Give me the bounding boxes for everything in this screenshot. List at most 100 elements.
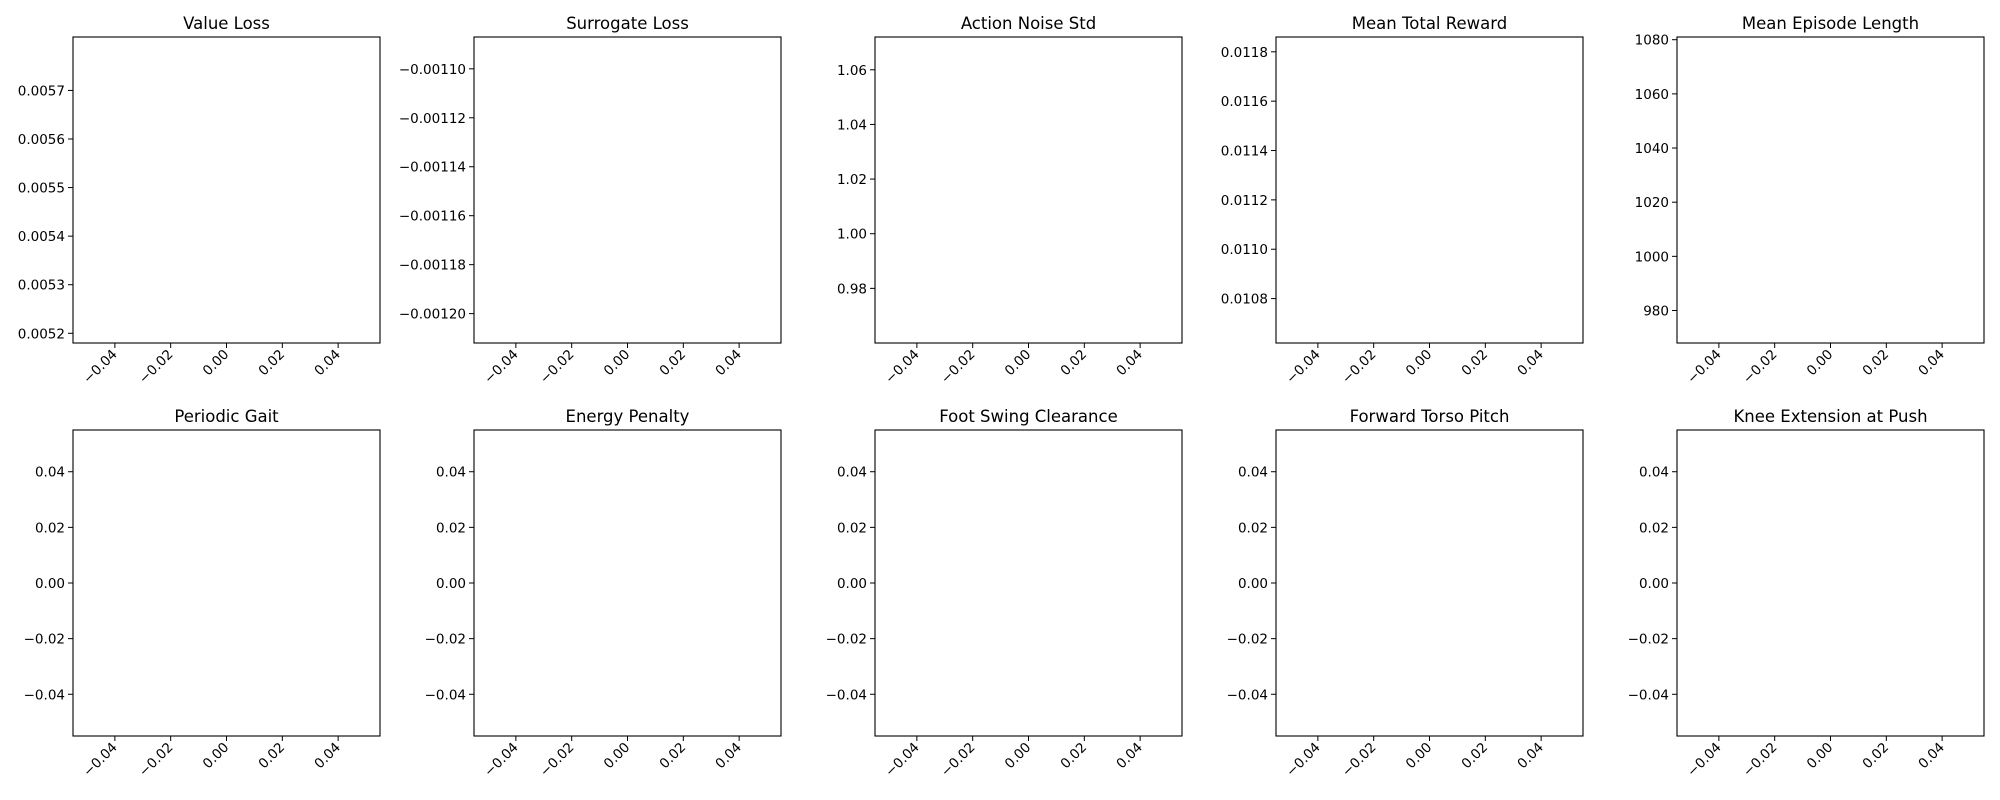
y-tick-label: 0.04 xyxy=(35,465,65,481)
x-tick-label: 0.04 xyxy=(1514,347,1547,380)
y-tick-label: 1020 xyxy=(1635,195,1669,211)
subplot-title: Knee Extension at Push xyxy=(1733,407,1927,426)
x-tick-label: −0.04 xyxy=(481,347,522,388)
subplot-1: Value Loss −0.04 −0.02 0.00 0.02 0.04 0.0052 0.… xyxy=(18,14,381,388)
y-tick-label: 0.04 xyxy=(1639,465,1669,481)
subplot-title: Periodic Gait xyxy=(174,407,279,426)
y-tick-label: −0.00118 xyxy=(399,258,466,274)
y-tick-label: 1040 xyxy=(1635,141,1669,157)
y-tick-label: 0.02 xyxy=(35,520,65,536)
subplot-3: Action Noise Std −0.04 −0.02 0.00 0.02 0.04 0.… xyxy=(837,14,1183,388)
subplot-title: Mean Episode Length xyxy=(1742,14,1919,33)
subplot-title: Action Noise Std xyxy=(961,14,1096,33)
y-tick-label: 0.0114 xyxy=(1221,144,1268,160)
x-tick-label: −0.02 xyxy=(938,347,979,388)
x-tick-label: −0.02 xyxy=(537,740,578,781)
x-tick-label: 0.04 xyxy=(311,740,344,773)
x-tick-label: 0.02 xyxy=(657,347,690,380)
y-tick-label: 980 xyxy=(1643,304,1669,320)
subplot-9: Forward Torso Pitch −0.04 −0.02 0.00 0.02 0.0… xyxy=(1227,407,1584,781)
subplot-4: Mean Total Reward −0.04 −0.02 0.00 0.02 0.04 0… xyxy=(1221,14,1584,388)
y-tick-label: 1080 xyxy=(1635,33,1669,49)
x-tick-label: 0.04 xyxy=(1113,740,1146,773)
subplot-title: Foot Swing Clearance xyxy=(939,407,1117,426)
x-tick-label: 0.02 xyxy=(1459,740,1492,773)
y-tick-label: −0.02 xyxy=(425,632,466,648)
x-tick-label: 0.02 xyxy=(1459,347,1492,380)
y-tick-label: −0.02 xyxy=(826,632,867,648)
y-tick-label: 0.0110 xyxy=(1221,242,1268,258)
plot-frame xyxy=(72,429,381,737)
y-tick-label: 0.00 xyxy=(35,576,65,592)
x-tick-label: −0.04 xyxy=(1283,347,1324,388)
x-tick-label: 0.00 xyxy=(1002,347,1035,380)
y-tick-label: 1.04 xyxy=(837,117,867,133)
subplot-8: Foot Swing Clearance −0.04 −0.02 0.00 0.02 0.… xyxy=(826,407,1183,781)
subplot-7: Energy Penalty −0.04 −0.02 0.00 0.02 0.04 0.04… xyxy=(425,407,782,781)
plot-frame xyxy=(1275,36,1584,344)
y-tick-label: 0.04 xyxy=(436,465,466,481)
y-tick-label: −0.04 xyxy=(425,687,466,703)
subplot-5: Mean Episode Length −0.04 −0.02 0.00 0.02 0.0… xyxy=(1635,14,1985,388)
plot-frame xyxy=(1676,36,1985,344)
y-tick-label: 0.0057 xyxy=(18,83,65,99)
subplot-title: Value Loss xyxy=(183,14,270,33)
y-tick-label: 0.0056 xyxy=(18,132,65,148)
x-tick-label: 0.00 xyxy=(200,740,233,773)
plot-frame xyxy=(473,429,782,737)
x-tick-label: −0.02 xyxy=(938,740,979,781)
x-tick-label: 0.02 xyxy=(1058,347,1091,380)
x-tick-label: 0.00 xyxy=(1804,347,1837,380)
x-tick-label: 0.04 xyxy=(1915,740,1948,773)
plot-frame xyxy=(72,36,381,344)
y-tick-label: 0.02 xyxy=(837,520,867,536)
x-tick-label: −0.02 xyxy=(136,347,177,388)
y-tick-label: 1000 xyxy=(1635,249,1669,265)
y-tick-label: 0.02 xyxy=(1639,520,1669,536)
x-tick-label: 0.02 xyxy=(1860,347,1893,380)
y-tick-label: −0.02 xyxy=(1227,632,1268,648)
y-tick-label: 0.0052 xyxy=(18,326,65,342)
x-tick-label: 0.00 xyxy=(1804,740,1837,773)
x-tick-label: 0.02 xyxy=(1058,740,1091,773)
x-tick-label: 0.00 xyxy=(200,347,233,380)
y-tick-label: 0.00 xyxy=(436,576,466,592)
y-tick-label: 0.04 xyxy=(837,465,867,481)
y-tick-label: −0.00110 xyxy=(399,62,466,78)
y-tick-label: −0.04 xyxy=(1227,687,1268,703)
y-tick-label: −0.02 xyxy=(1628,632,1669,648)
y-tick-label: 0.0055 xyxy=(18,181,65,197)
x-tick-label: 0.04 xyxy=(712,347,745,380)
x-tick-label: 0.04 xyxy=(1514,740,1547,773)
x-tick-label: −0.02 xyxy=(537,347,578,388)
y-tick-label: −0.04 xyxy=(826,687,867,703)
subplot-title: Forward Torso Pitch xyxy=(1350,407,1510,426)
plot-frame xyxy=(1676,429,1985,737)
x-tick-label: 0.02 xyxy=(1860,740,1893,773)
subplot-title: Surrogate Loss xyxy=(566,14,689,33)
y-tick-label: 0.00 xyxy=(1639,576,1669,592)
x-tick-label: −0.02 xyxy=(1740,347,1781,388)
y-tick-label: 0.0112 xyxy=(1221,193,1268,209)
plot-frame xyxy=(1275,429,1584,737)
x-tick-label: −0.04 xyxy=(1684,740,1725,781)
x-tick-label: 0.00 xyxy=(1002,740,1035,773)
plot-frame xyxy=(874,429,1183,737)
y-tick-label: 0.02 xyxy=(436,520,466,536)
y-tick-label: 0.0053 xyxy=(18,278,65,294)
x-tick-label: 0.04 xyxy=(311,347,344,380)
x-tick-label: −0.04 xyxy=(481,740,522,781)
subplot-6: Periodic Gait −0.04 −0.02 0.00 0.02 0.04 0.04 0… xyxy=(24,407,381,780)
y-tick-label: 1060 xyxy=(1635,87,1669,103)
y-tick-label: −0.04 xyxy=(24,687,65,703)
y-tick-label: 0.00 xyxy=(1238,576,1268,592)
x-tick-label: −0.02 xyxy=(1339,740,1380,781)
y-tick-label: 0.0118 xyxy=(1221,45,1268,61)
y-tick-label: −0.00112 xyxy=(399,111,466,127)
x-tick-label: 0.04 xyxy=(1915,347,1948,380)
x-tick-label: 0.00 xyxy=(1403,740,1436,773)
y-tick-label: −0.00120 xyxy=(399,307,466,323)
x-tick-label: 0.00 xyxy=(601,740,634,773)
y-tick-label: 0.0108 xyxy=(1221,292,1268,308)
